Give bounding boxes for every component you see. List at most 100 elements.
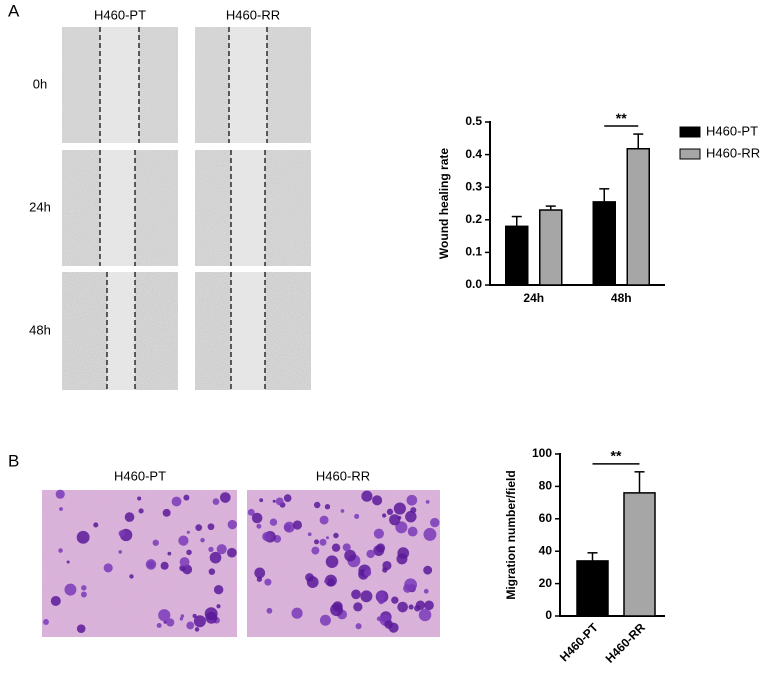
cell — [355, 623, 362, 630]
bar — [576, 560, 609, 617]
wound-gap — [231, 272, 265, 390]
cell — [319, 614, 331, 626]
cell — [386, 508, 394, 515]
x-tick-label: 48h — [611, 291, 632, 305]
cell — [354, 513, 360, 519]
cell — [160, 561, 169, 570]
cell — [325, 536, 330, 540]
cell — [372, 495, 383, 506]
image-texture — [42, 490, 237, 637]
cell — [378, 598, 385, 605]
cell — [200, 537, 205, 543]
cell — [418, 608, 432, 622]
column-label: H460-PT — [94, 7, 146, 22]
cell — [360, 590, 373, 603]
cell — [227, 547, 237, 558]
cell — [81, 585, 87, 591]
cell — [391, 596, 399, 604]
wound-gap — [100, 27, 139, 143]
cell — [129, 574, 134, 579]
cell — [166, 618, 175, 627]
cell — [389, 514, 401, 526]
cell — [319, 515, 329, 525]
cell — [363, 569, 372, 577]
cell — [395, 521, 408, 534]
wound-gap — [100, 150, 135, 266]
cell — [194, 627, 200, 632]
cell — [163, 620, 167, 624]
bar — [539, 209, 563, 286]
cell — [171, 496, 182, 507]
cell — [351, 589, 361, 600]
y-tick-label: 20 — [539, 576, 553, 590]
cell — [145, 559, 157, 570]
y-tick-label: 0.3 — [465, 179, 482, 193]
cell — [220, 492, 231, 503]
cell — [424, 600, 434, 611]
cell — [342, 543, 351, 552]
cell — [324, 504, 331, 510]
cell — [167, 551, 172, 556]
cell — [292, 520, 303, 530]
wound-images — [62, 27, 311, 390]
cell — [204, 607, 218, 621]
cell — [213, 584, 224, 595]
cell — [330, 603, 343, 617]
cell — [291, 607, 303, 619]
cell — [407, 526, 418, 537]
x-tick-label: H460-PT — [557, 620, 601, 664]
cell — [55, 489, 65, 499]
cell — [313, 501, 321, 509]
cell — [195, 524, 203, 532]
significance-label: ** — [616, 110, 627, 126]
cell — [269, 518, 278, 526]
cell — [314, 539, 320, 545]
cell — [216, 544, 227, 555]
significance-label: ** — [611, 448, 622, 464]
y-tick-label: 100 — [532, 446, 552, 460]
y-tick-label: 40 — [539, 543, 553, 557]
cell — [76, 624, 86, 633]
cell — [384, 620, 394, 629]
cell — [393, 502, 406, 515]
cell — [209, 551, 222, 564]
cell — [76, 530, 90, 544]
cell — [376, 591, 386, 601]
wound-gap — [231, 150, 265, 266]
y-tick-label: 0 — [545, 608, 552, 622]
cell — [138, 508, 144, 514]
cell — [193, 615, 206, 628]
wound-gap — [107, 272, 135, 390]
cell — [137, 496, 142, 501]
cell — [366, 549, 375, 559]
cell — [361, 490, 373, 502]
cell — [397, 601, 408, 613]
cell — [396, 553, 408, 565]
cell — [50, 595, 61, 606]
cell — [324, 579, 328, 584]
cell — [256, 523, 262, 529]
cell — [216, 604, 221, 609]
bar — [626, 147, 650, 286]
cell — [254, 567, 266, 579]
y-tick-label: 0.0 — [465, 277, 482, 291]
cell — [186, 530, 190, 534]
cell — [324, 574, 337, 587]
panel-label: B — [8, 451, 19, 470]
cell — [208, 546, 214, 553]
cell — [118, 550, 123, 554]
y-tick-label: 60 — [539, 511, 553, 525]
cell — [333, 532, 339, 539]
y-tick-label: 80 — [539, 479, 553, 493]
cell — [158, 609, 171, 622]
cell — [43, 619, 49, 625]
cell — [247, 508, 255, 516]
cell — [266, 607, 273, 614]
cell — [283, 523, 292, 532]
row-label: 24h — [29, 199, 51, 214]
row-label: 0h — [33, 76, 47, 91]
row-label: 48h — [29, 322, 51, 337]
cell — [259, 498, 264, 503]
bar — [505, 225, 529, 286]
